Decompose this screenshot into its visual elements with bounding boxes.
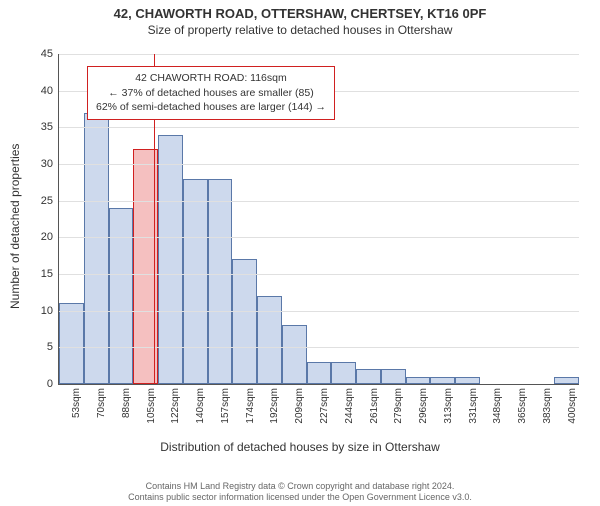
x-tick-label: 174sqm <box>245 388 256 424</box>
histogram-bar <box>307 362 332 384</box>
y-tick-label: 25 <box>41 195 53 207</box>
y-tick-label: 0 <box>47 378 53 390</box>
histogram-bar <box>381 369 406 384</box>
y-axis-label: Number of detached properties <box>8 144 22 309</box>
chart-container: Number of detached properties 42 CHAWORT… <box>0 46 600 466</box>
x-tick-label: 227sqm <box>319 388 330 424</box>
y-tick-label: 15 <box>41 268 53 280</box>
x-tick-label: 140sqm <box>195 388 206 424</box>
histogram-bar <box>331 362 356 384</box>
y-tick-label: 45 <box>41 48 53 60</box>
histogram-bar <box>257 296 282 384</box>
histogram-bar <box>183 179 208 384</box>
annotation-line2: ← 37% of detached houses are smaller (85… <box>96 86 326 101</box>
histogram-bar <box>208 179 233 384</box>
x-tick-label: 209sqm <box>294 388 305 424</box>
x-tick-label: 313sqm <box>443 388 454 424</box>
x-tick-label: 348sqm <box>492 388 503 424</box>
x-tick-label: 244sqm <box>344 388 355 424</box>
x-tick-label: 383sqm <box>542 388 553 424</box>
footer-attribution: Contains HM Land Registry data © Crown c… <box>0 481 600 504</box>
histogram-bar <box>282 325 307 384</box>
y-tick-label: 10 <box>41 305 53 317</box>
gridline <box>59 127 579 128</box>
histogram-bar <box>109 208 134 384</box>
histogram-bar <box>554 377 579 384</box>
annotation-box: 42 CHAWORTH ROAD: 116sqm ← 37% of detach… <box>87 66 335 120</box>
footer-line2: Contains public sector information licen… <box>0 492 600 504</box>
chart-subtitle: Size of property relative to detached ho… <box>0 23 600 37</box>
x-tick-label: 279sqm <box>393 388 404 424</box>
page-title: 42, CHAWORTH ROAD, OTTERSHAW, CHERTSEY, … <box>0 6 600 21</box>
gridline <box>59 54 579 55</box>
x-tick-label: 53sqm <box>71 388 82 418</box>
x-axis-label: Distribution of detached houses by size … <box>0 440 600 454</box>
gridline <box>59 164 579 165</box>
histogram-bar <box>232 259 257 384</box>
y-tick-label: 40 <box>41 85 53 97</box>
y-tick-label: 35 <box>41 121 53 133</box>
x-tick-label: 400sqm <box>567 388 578 424</box>
y-tick-label: 20 <box>41 231 53 243</box>
x-tick-label: 157sqm <box>220 388 231 424</box>
x-tick-label: 296sqm <box>418 388 429 424</box>
x-tick-label: 70sqm <box>96 388 107 418</box>
y-tick-label: 30 <box>41 158 53 170</box>
x-tick-label: 331sqm <box>468 388 479 424</box>
footer-line1: Contains HM Land Registry data © Crown c… <box>0 481 600 493</box>
histogram-bar <box>356 369 381 384</box>
x-tick-label: 105sqm <box>146 388 157 424</box>
x-tick-label: 88sqm <box>121 388 132 418</box>
x-tick-label: 365sqm <box>517 388 528 424</box>
histogram-bar <box>59 303 84 384</box>
annotation-line1: 42 CHAWORTH ROAD: 116sqm <box>96 71 326 86</box>
x-tick-label: 192sqm <box>269 388 280 424</box>
x-tick-label: 261sqm <box>369 388 380 424</box>
gridline <box>59 274 579 275</box>
y-tick-label: 5 <box>47 341 53 353</box>
histogram-bar <box>406 377 431 384</box>
x-tick-label: 122sqm <box>170 388 181 424</box>
annotation-line3: 62% of semi-detached houses are larger (… <box>96 100 326 115</box>
histogram-bar <box>455 377 480 384</box>
gridline <box>59 347 579 348</box>
histogram-bar <box>430 377 455 384</box>
plot-area: 42 CHAWORTH ROAD: 116sqm ← 37% of detach… <box>58 54 579 385</box>
histogram-bar <box>84 113 109 384</box>
gridline <box>59 201 579 202</box>
gridline <box>59 237 579 238</box>
gridline <box>59 311 579 312</box>
